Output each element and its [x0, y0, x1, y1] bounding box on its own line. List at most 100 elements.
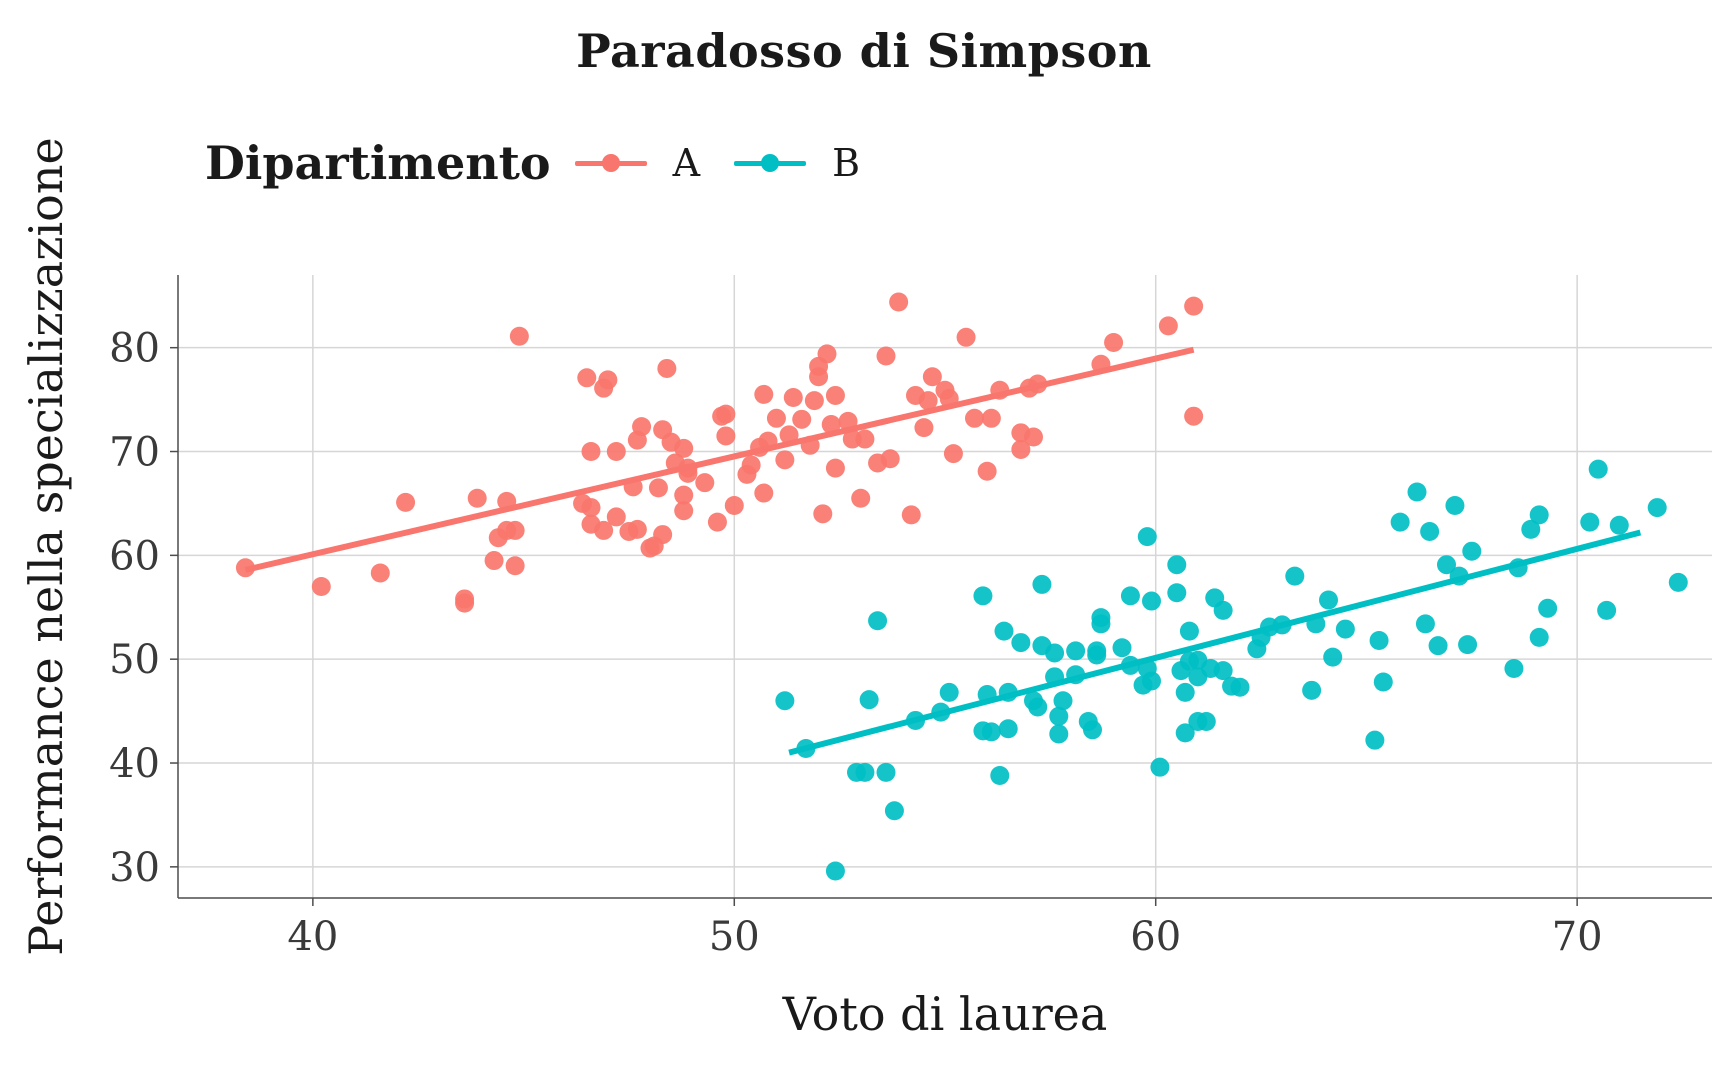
legend-key-a [571, 151, 651, 175]
data-point-b [1087, 645, 1107, 665]
data-point-b [1415, 614, 1435, 634]
fit-line-b [788, 529, 1642, 756]
data-point-a [594, 520, 614, 540]
y-tick-label: 70 [109, 430, 160, 476]
data-point-b [775, 691, 795, 711]
data-point-b [1045, 643, 1065, 663]
data-point-b [1504, 659, 1524, 679]
data-point-a [674, 501, 694, 521]
data-point-b [1120, 586, 1140, 606]
data-point-b [1011, 633, 1031, 653]
data-point-a [825, 385, 845, 405]
data-point-a [1158, 316, 1178, 336]
data-point-b [1580, 512, 1600, 532]
data-point-b [1319, 590, 1338, 610]
data-point-b [1137, 527, 1157, 547]
data-point-a [632, 417, 652, 437]
legend-label-a: A [672, 141, 701, 185]
data-point-b [1521, 519, 1541, 539]
x-tick-label: 50 [709, 914, 760, 960]
data-point-b [1213, 661, 1233, 681]
data-point-a [792, 409, 812, 429]
data-point-b [981, 722, 1001, 742]
data-point-b [1091, 614, 1111, 634]
y-tick-label: 80 [109, 326, 160, 372]
data-point-a [674, 485, 694, 505]
data-point-b [1668, 572, 1688, 592]
data-point-a [922, 367, 942, 387]
data-point-b [1179, 621, 1199, 641]
data-point-a [1104, 332, 1124, 352]
data-point-a [1184, 406, 1204, 426]
data-point-b [1428, 636, 1448, 656]
data-point-a [817, 344, 837, 364]
data-point-b [1365, 730, 1385, 750]
legend-title: Dipartimento [205, 136, 551, 190]
data-point-a [825, 458, 845, 478]
data-point-b [1588, 459, 1608, 479]
data-point-b [868, 611, 888, 631]
data-point-a [914, 418, 934, 438]
data-point-b [1053, 691, 1073, 711]
data-point-a [783, 388, 803, 408]
legend-key-b [730, 151, 810, 175]
data-point-b [1167, 583, 1187, 603]
data-point-b [1083, 720, 1102, 740]
data-point-b [1407, 482, 1427, 502]
data-point-a [965, 408, 984, 428]
data-point-b [876, 762, 896, 782]
data-point-b [884, 801, 904, 821]
data-point-a [657, 358, 677, 378]
data-point-b [1167, 555, 1187, 575]
data-point-a [505, 520, 525, 540]
y-tick-label: 50 [109, 637, 160, 683]
data-point-b [1142, 671, 1161, 691]
data-point-a [943, 444, 963, 464]
data-point-b [825, 861, 845, 881]
data-point-b [1196, 711, 1216, 731]
data-point-b [1437, 555, 1456, 575]
data-point-a [627, 519, 647, 539]
y-tick-label: 30 [109, 845, 160, 891]
y-tick-label: 60 [109, 533, 160, 579]
data-point-b [1285, 566, 1305, 586]
data-point-b [994, 621, 1014, 641]
data-point-a [876, 346, 896, 366]
data-point-b [1390, 512, 1410, 532]
data-point-a [1011, 439, 1031, 459]
data-point-b [1420, 521, 1440, 541]
data-point-a [724, 496, 744, 516]
data-point-b [1529, 627, 1549, 647]
data-point-b [1445, 496, 1465, 516]
data-point-a [981, 408, 1001, 428]
data-point-a [509, 326, 529, 346]
data-point-b [1230, 677, 1250, 697]
data-point-a [821, 415, 841, 435]
data-point-a [581, 442, 601, 462]
data-point-b [1175, 682, 1195, 702]
data-point-b [1213, 600, 1233, 620]
data-point-b [859, 690, 879, 710]
fit-line-a [244, 346, 1195, 573]
data-point-a [754, 483, 774, 503]
data-point-b [1112, 638, 1132, 658]
data-point-b [1458, 635, 1478, 655]
data-point-b [1597, 600, 1617, 620]
x-tick-label: 40 [287, 914, 338, 960]
data-point-a [396, 492, 416, 512]
data-point-b [1032, 574, 1052, 594]
data-point-b [1049, 724, 1069, 744]
x-axis-title: Voto di laurea [782, 987, 1108, 1041]
data-point-a [804, 391, 824, 411]
chart-title: Paradosso di Simpson [576, 24, 1152, 78]
data-point-b [973, 586, 993, 606]
data-point-a [977, 461, 997, 481]
data-point-a [370, 563, 390, 583]
data-point-b [1028, 697, 1048, 717]
data-point-a [484, 551, 504, 571]
data-point-a [1184, 296, 1204, 316]
data-point-a [716, 404, 736, 424]
data-point-a [851, 488, 871, 508]
data-point-b [1049, 706, 1069, 726]
y-axis-title: Performance nella specializzazione [19, 137, 73, 955]
